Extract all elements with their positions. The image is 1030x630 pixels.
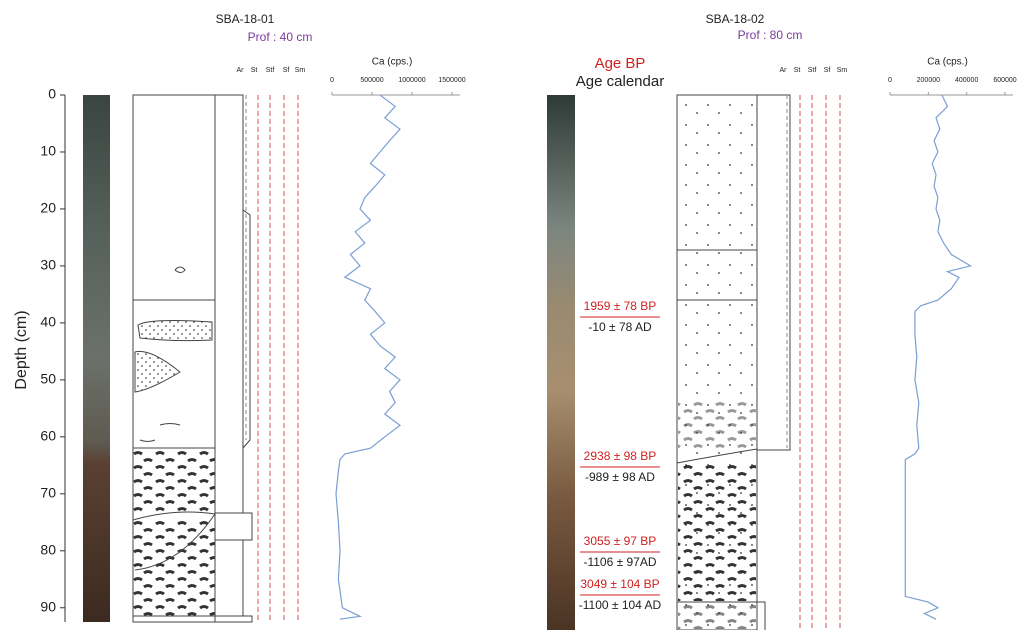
grain-label: Sm (295, 67, 306, 74)
grain-label: Sm (837, 67, 848, 74)
core-title: SBA-18-02 (706, 12, 765, 26)
core-photo (83, 95, 110, 622)
y-tick-label: 10 (40, 143, 56, 159)
age-calendar: -10 ± 78 AD (588, 320, 652, 334)
y-tick-label: 80 (40, 541, 56, 557)
chart-title: Ca (cps.) (372, 57, 413, 68)
grain-label: Stf (808, 67, 817, 74)
lithology-log (132, 94, 299, 623)
core-subtitle: Prof : 40 cm (248, 30, 313, 44)
grain-label: St (251, 67, 258, 74)
grain-label: Ar (780, 67, 788, 74)
y-tick-label: 70 (40, 485, 56, 501)
grain-label: Sf (824, 67, 831, 74)
chart-title: Ca (cps.) (927, 57, 968, 68)
ca-curve (335, 94, 401, 620)
grain-label: Stf (266, 67, 275, 74)
x-tick-label: 1000000 (398, 77, 425, 84)
ca-curve (904, 94, 973, 620)
age-calendar: -989 ± 98 AD (585, 470, 655, 484)
y-tick-label: 50 (40, 371, 56, 387)
age-header: Age BP (595, 55, 646, 72)
x-tick-label: 0 (330, 77, 334, 84)
age-calendar: -1100 ± 104 AD (579, 598, 662, 612)
age-bp: 3049 ± 104 BP (580, 577, 659, 591)
age-bp: 1959 ± 78 BP (584, 299, 657, 313)
age-bp: 2938 ± 98 BP (584, 449, 657, 463)
grain-label: Sf (283, 67, 290, 74)
x-tick-label: 500000 (360, 77, 383, 84)
axis-title: Depth (cm) (13, 310, 30, 389)
grain-label: Ar (237, 67, 245, 74)
age-calendar: -1106 ± 97AD (583, 555, 656, 569)
core-title: SBA-18-01 (216, 12, 275, 26)
core-photo (547, 95, 575, 630)
x-tick-label: 200000 (917, 77, 940, 84)
y-tick-label: 0 (48, 86, 56, 102)
y-tick-label: 60 (40, 428, 56, 444)
x-tick-label: 400000 (955, 77, 978, 84)
y-tick-label: 20 (40, 200, 56, 216)
y-tick-label: 90 (40, 598, 56, 614)
age-bp: 3055 ± 97 BP (584, 534, 657, 548)
grain-label: St (794, 67, 801, 74)
y-tick-label: 40 (40, 314, 56, 330)
core-subtitle: Prof : 80 cm (738, 28, 803, 42)
x-tick-label: 1500000 (438, 77, 465, 84)
x-tick-label: 600000 (993, 77, 1016, 84)
y-tick-label: 30 (40, 257, 56, 273)
lithology-log (676, 94, 841, 630)
x-tick-label: 0 (888, 77, 892, 84)
age-header: Age calendar (576, 73, 664, 90)
